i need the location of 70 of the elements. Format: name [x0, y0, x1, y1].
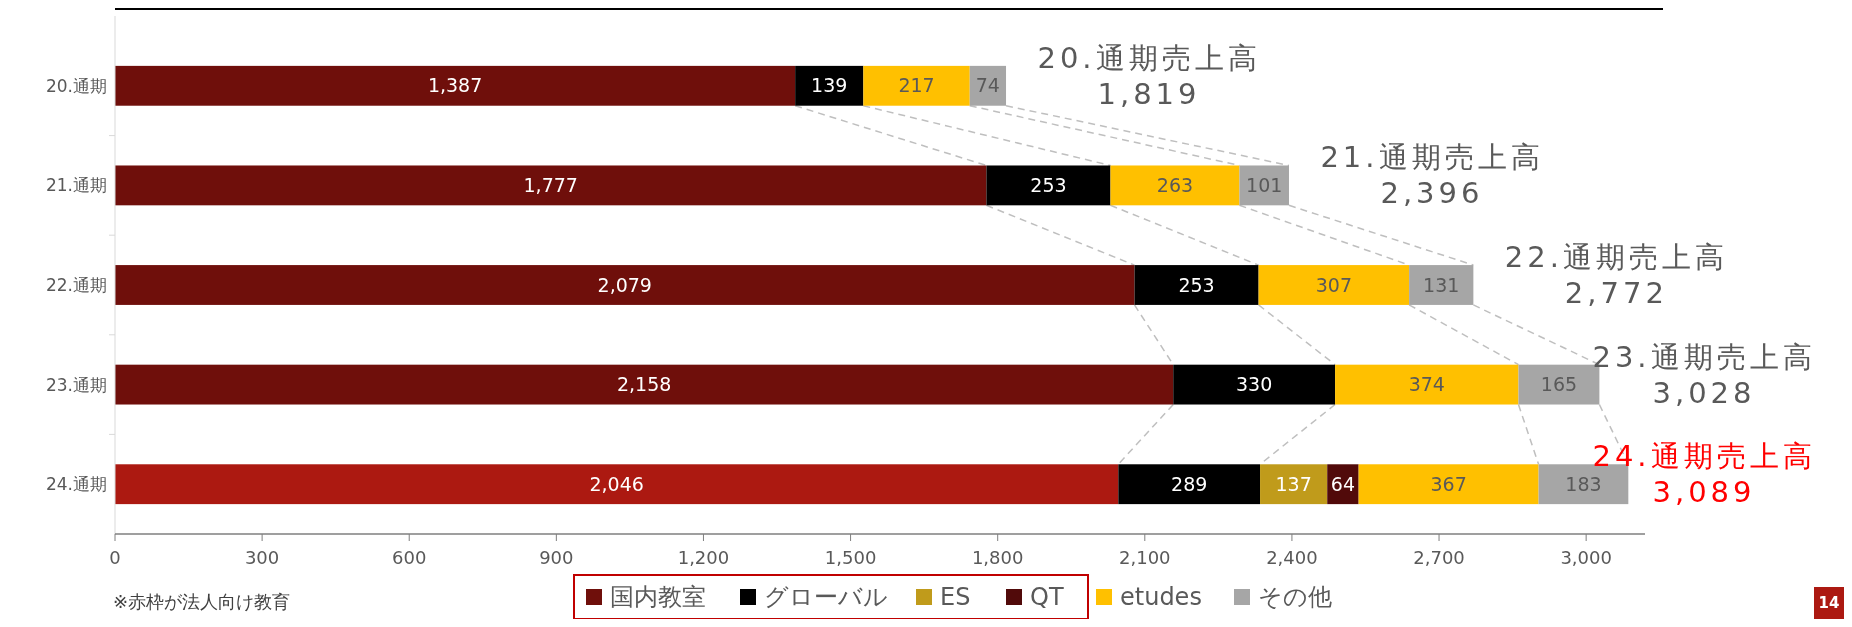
- y-tick-label: 22.通期: [45, 274, 107, 295]
- y-tick-label: 21.通期: [45, 175, 107, 196]
- data-label: 101: [1246, 174, 1283, 197]
- annotation: 22.通期売上高 2,772: [1504, 240, 1728, 310]
- x-tick-label: 2,700: [1413, 547, 1465, 568]
- bar: [1110, 165, 1240, 206]
- bar: [1173, 364, 1336, 405]
- bar: [115, 464, 1119, 505]
- x-tick-label: 900: [539, 547, 574, 568]
- bar: [115, 364, 1174, 405]
- legend-label: 国内教室: [610, 583, 706, 612]
- bar: [1118, 464, 1261, 505]
- data-label: 367: [1430, 472, 1467, 495]
- bar: [115, 165, 987, 206]
- x-tick-label: 1,800: [971, 547, 1024, 568]
- x-tick-label: 1,500: [824, 547, 877, 568]
- legend-label: ES: [940, 583, 971, 612]
- y-tick-label: 23.通期: [45, 374, 107, 395]
- x-tick-label: 600: [392, 547, 427, 568]
- bar: [115, 265, 1135, 305]
- data-label: 289: [1171, 472, 1208, 495]
- annotation: 20.通期売上高 1,819: [1037, 40, 1261, 111]
- data-label: 131: [1423, 273, 1460, 296]
- legend-label: その他: [1258, 583, 1332, 612]
- data-label: 64: [1330, 472, 1356, 495]
- legend-label: etudes: [1120, 583, 1202, 612]
- x-tick-label: 1,200: [677, 547, 730, 568]
- bar: [1335, 364, 1519, 405]
- data-label: 183: [1565, 472, 1602, 495]
- text: ※赤枠が法人向け教育: [113, 591, 291, 612]
- data-label: 2,046: [589, 472, 644, 495]
- bar: [795, 65, 864, 106]
- data-label: 1,777: [523, 174, 578, 197]
- x-tick-label: 0: [109, 547, 121, 568]
- bar: [1409, 265, 1474, 305]
- data-label: 137: [1275, 472, 1312, 495]
- data-label: 263: [1156, 174, 1194, 197]
- data-label: 2,079: [597, 273, 652, 296]
- x-tick-label: 2,100: [1119, 547, 1171, 568]
- x-tick-label: 3,000: [1560, 547, 1612, 568]
- x-tick-label: 2,400: [1266, 547, 1318, 568]
- data-label: 139: [811, 74, 848, 97]
- x-tick-label: 300: [244, 547, 280, 568]
- y-tick-label: 24.通期: [45, 474, 107, 495]
- data-label: 165: [1540, 373, 1578, 396]
- data-label: 1,387: [427, 74, 483, 97]
- text: 14: [1818, 594, 1840, 613]
- data-label: 74: [975, 74, 1000, 97]
- bar: [1538, 464, 1629, 505]
- bar: [969, 65, 1007, 106]
- bar: [1134, 265, 1259, 305]
- data-label: 253: [1178, 273, 1215, 296]
- annotation: 23.通期売上高 3,028: [1592, 339, 1816, 410]
- data-label: 217: [898, 74, 935, 97]
- data-label: 307: [1315, 273, 1352, 296]
- bar: [115, 65, 796, 106]
- data-label: 253: [1030, 174, 1067, 197]
- legend-label: QT: [1030, 583, 1064, 612]
- bar: [1358, 464, 1539, 505]
- annotation: 21.通期売上高 2,396: [1320, 140, 1544, 211]
- bar: [986, 165, 1111, 206]
- legend-label: グローバル: [764, 583, 888, 612]
- bar: [863, 65, 970, 106]
- bar: [1239, 165, 1289, 206]
- bar: [1258, 265, 1410, 305]
- data-label: 330: [1236, 373, 1273, 396]
- data-label: 374: [1408, 373, 1445, 396]
- bar: [1260, 464, 1328, 505]
- data-label: 2,158: [616, 373, 672, 396]
- y-tick-label: 20.通期: [45, 75, 107, 96]
